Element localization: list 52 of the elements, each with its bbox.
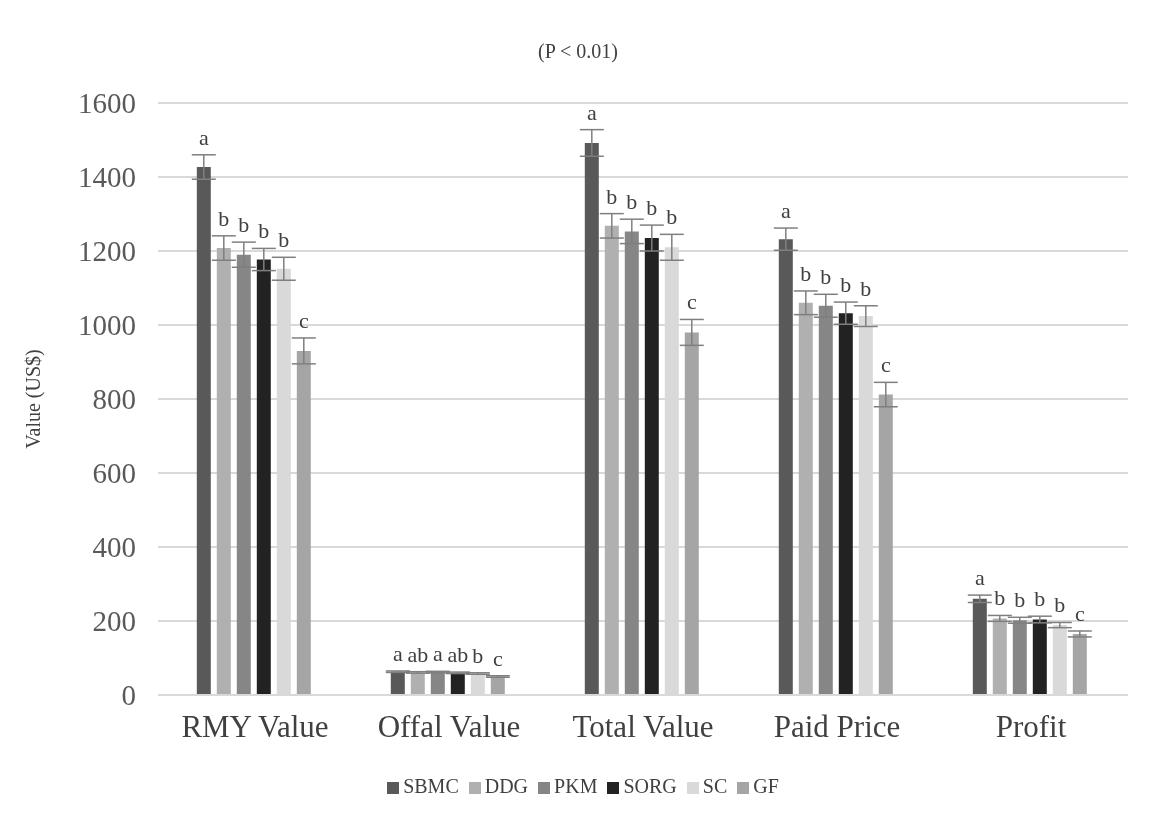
data-label: b bbox=[258, 218, 270, 244]
data-label: c bbox=[1074, 600, 1085, 626]
data-label: b bbox=[860, 275, 872, 301]
data-label: b bbox=[1014, 587, 1026, 613]
legend-label: DDG bbox=[484, 775, 529, 797]
data-label: b bbox=[238, 212, 250, 238]
x-tick-label: Profit bbox=[995, 709, 1067, 745]
y-tick-label: 1200 bbox=[78, 235, 136, 268]
data-label: a bbox=[974, 565, 985, 591]
data-label: b bbox=[278, 227, 290, 253]
chart-title: (P < 0.01) bbox=[537, 40, 619, 63]
y-tick-label: 400 bbox=[92, 531, 136, 564]
data-label: c bbox=[686, 289, 697, 315]
y-axis-title: Value (US$) bbox=[22, 349, 46, 449]
x-tick-label: Offal Value bbox=[377, 709, 521, 745]
data-label: c bbox=[880, 352, 891, 378]
data-label: b bbox=[626, 189, 638, 215]
y-tick-label: 200 bbox=[92, 605, 136, 638]
x-tick-label: Total Value bbox=[572, 709, 714, 745]
data-label: b bbox=[994, 585, 1006, 611]
y-tick-label: 600 bbox=[92, 457, 136, 490]
legend-label: SBMC bbox=[403, 775, 459, 797]
legend-label: PKM bbox=[554, 775, 598, 797]
data-label: b bbox=[840, 272, 852, 298]
data-label: ab bbox=[447, 642, 469, 668]
y-tick-label: 1600 bbox=[78, 87, 136, 120]
data-label: a bbox=[392, 640, 403, 666]
data-label: b bbox=[646, 195, 658, 221]
x-tick-label: RMY Value bbox=[181, 709, 329, 745]
x-tick-label: Paid Price bbox=[773, 709, 901, 745]
data-label: b bbox=[666, 204, 678, 230]
data-label: b bbox=[800, 260, 812, 286]
y-tick-label: 800 bbox=[92, 383, 136, 416]
data-label: a bbox=[198, 124, 209, 150]
data-label: a bbox=[586, 99, 597, 125]
data-label: a bbox=[432, 641, 443, 667]
y-tick-label: 0 bbox=[121, 679, 136, 712]
data-label: a bbox=[780, 198, 791, 224]
legend-label: SORG bbox=[623, 775, 677, 797]
legend-label: SC bbox=[702, 775, 728, 797]
data-label: ab bbox=[407, 641, 429, 667]
y-tick-label: 1400 bbox=[78, 161, 136, 194]
data-label: b bbox=[218, 205, 230, 231]
y-tick-label: 1000 bbox=[78, 309, 136, 342]
data-label: b bbox=[606, 183, 618, 209]
legend-label: GF bbox=[753, 775, 779, 797]
data-label: b bbox=[472, 642, 484, 668]
data-label: c bbox=[492, 645, 503, 671]
data-label: b bbox=[820, 264, 832, 290]
data-label: b bbox=[1054, 592, 1066, 618]
data-label: c bbox=[298, 307, 309, 333]
data-label: b bbox=[1034, 586, 1046, 612]
